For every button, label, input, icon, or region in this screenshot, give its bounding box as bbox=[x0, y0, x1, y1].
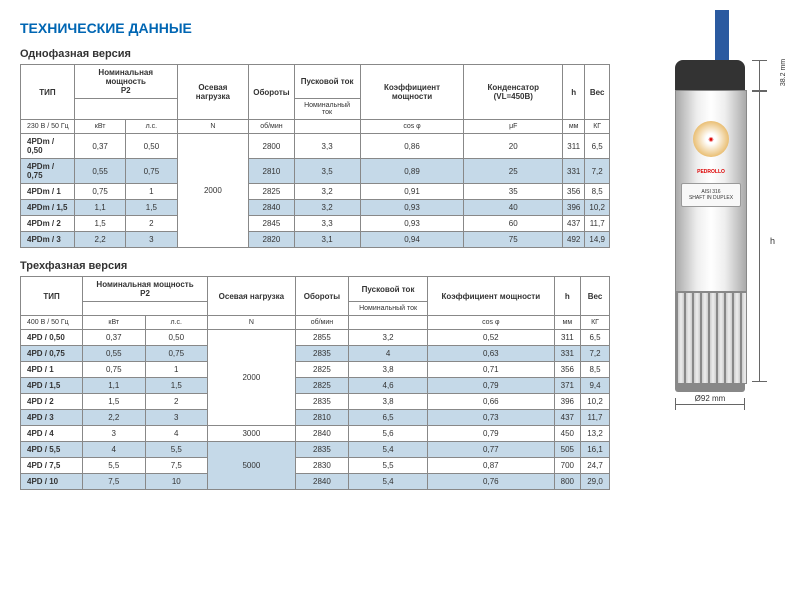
col-axial: Осевая нагрузка bbox=[177, 65, 249, 120]
col-type: ТИП bbox=[21, 65, 75, 120]
dim-top: 38.2 mm bbox=[752, 60, 767, 92]
col-weight: Вес bbox=[585, 65, 610, 120]
motor-plate: AISI 316 SHAFT IN DUPLEX bbox=[681, 183, 741, 207]
brand-label: PEDROLLO bbox=[676, 169, 746, 175]
table2: ТИП Номинальная мощностьP2 Осевая нагруз… bbox=[20, 276, 610, 490]
table-row: 4PD / 7,55,57,528305,50,8770024,7 bbox=[21, 458, 610, 474]
table1: ТИП Номинальная мощностьP2 Осевая нагруз… bbox=[20, 64, 610, 248]
voltage1: 230 В / 50 Гц bbox=[21, 120, 75, 134]
table-row: 4PD / 5,545,5500028355,40,7750516,1 bbox=[21, 442, 610, 458]
col-rpm: Обороты bbox=[249, 65, 294, 120]
table-row: 4PDm / 32,2328203,10,947549214,9 bbox=[21, 232, 610, 248]
table-row: 4PD / 107,51028405,40,7680029,0 bbox=[21, 474, 610, 490]
motor-grooves bbox=[675, 292, 747, 384]
col-nom: Номинальный ток bbox=[294, 99, 360, 120]
col-power: Номинальная мощностьP2 bbox=[74, 65, 177, 99]
voltage2: 400 В / 50 Гц bbox=[21, 316, 83, 330]
dim-w: Ø92 mm bbox=[675, 398, 745, 410]
dim-h bbox=[752, 90, 767, 382]
col-h: h bbox=[563, 65, 585, 120]
table-row: 4PD / 1,51,11,528254,60,793719,4 bbox=[21, 378, 610, 394]
table-row: 4PDm / 0,500,370,50200028003,30,86203116… bbox=[21, 134, 610, 159]
table-row: 4PD / 10,75128253,80,713568,5 bbox=[21, 362, 610, 378]
table-row: 4PD / 0,750,550,75283540,633317,2 bbox=[21, 346, 610, 362]
table-row: 4PDm / 0,750,550,7528103,50,89253317,2 bbox=[21, 159, 610, 184]
table-row: 4PDm / 1,51,11,528403,20,934039610,2 bbox=[21, 200, 610, 216]
motor-base bbox=[675, 384, 745, 392]
brand-logo-icon: ◉ bbox=[693, 121, 729, 157]
cable bbox=[715, 10, 729, 60]
motor-top bbox=[675, 60, 745, 90]
table-row: 4PDm / 10,75128253,20,91353568,5 bbox=[21, 184, 610, 200]
table-row: 4PD / 32,2328106,50,7343711,7 bbox=[21, 410, 610, 426]
table-row: 4PD / 21,5228353,80,6639610,2 bbox=[21, 394, 610, 410]
table1-title: Однофазная версия bbox=[20, 48, 610, 60]
col-start: Пусковой ток bbox=[294, 65, 360, 99]
table-row: 4PDm / 21,5228453,30,936043711,7 bbox=[21, 216, 610, 232]
page-title: ТЕХНИЧЕСКИЕ ДАННЫЕ bbox=[20, 20, 610, 36]
col-cap: Конденсатор (VL=450B) bbox=[464, 65, 563, 120]
motor-diagram: ◉ PEDROLLO AISI 316 SHAFT IN DUPLEX 38.2… bbox=[640, 20, 780, 502]
col-pf: Коэффициент мощности bbox=[360, 65, 464, 120]
table-row: 4PD / 0,500,370,50200028553,20,523116,5 bbox=[21, 330, 610, 346]
motor-body: ◉ PEDROLLO AISI 316 SHAFT IN DUPLEX bbox=[675, 90, 747, 292]
table-row: 4PD / 434300028405,60,7945013,2 bbox=[21, 426, 610, 442]
table2-title: Трехфазная версия bbox=[20, 260, 610, 272]
